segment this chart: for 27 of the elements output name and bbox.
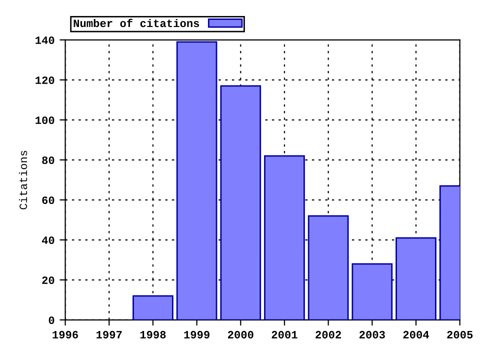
y-tick-label: 120 <box>36 76 54 84</box>
legend-label: Number of citations <box>74 18 200 28</box>
x-tick-label: 2003 <box>359 330 385 338</box>
y-tick-label: 80 <box>42 156 54 164</box>
y-tick-label: 0 <box>48 316 54 324</box>
x-tick-label: 1998 <box>140 330 166 338</box>
bar <box>220 85 262 320</box>
bar <box>352 263 393 320</box>
x-tick-label: 2000 <box>228 330 254 338</box>
y-axis-title: Citations <box>18 150 28 210</box>
x-tick-label: 1997 <box>96 330 122 338</box>
x-tick-label: 1996 <box>52 330 78 338</box>
bar <box>176 41 218 320</box>
x-tick-label: 2005 <box>447 330 473 338</box>
y-tick-label: 140 <box>36 36 54 44</box>
y-tick-label: 20 <box>42 276 54 284</box>
bar <box>308 215 349 320</box>
x-tick-label: 2004 <box>403 330 430 338</box>
y-tick-label: 40 <box>42 236 54 244</box>
bar <box>396 237 436 320</box>
bar <box>132 295 174 320</box>
y-tick-label: 60 <box>42 196 54 204</box>
x-tick-label: 1999 <box>184 330 210 338</box>
x-tick-label: 2001 <box>272 330 298 338</box>
y-tick-label: 100 <box>36 116 54 124</box>
x-tick-label: 2002 <box>316 330 342 338</box>
bar <box>264 155 305 320</box>
